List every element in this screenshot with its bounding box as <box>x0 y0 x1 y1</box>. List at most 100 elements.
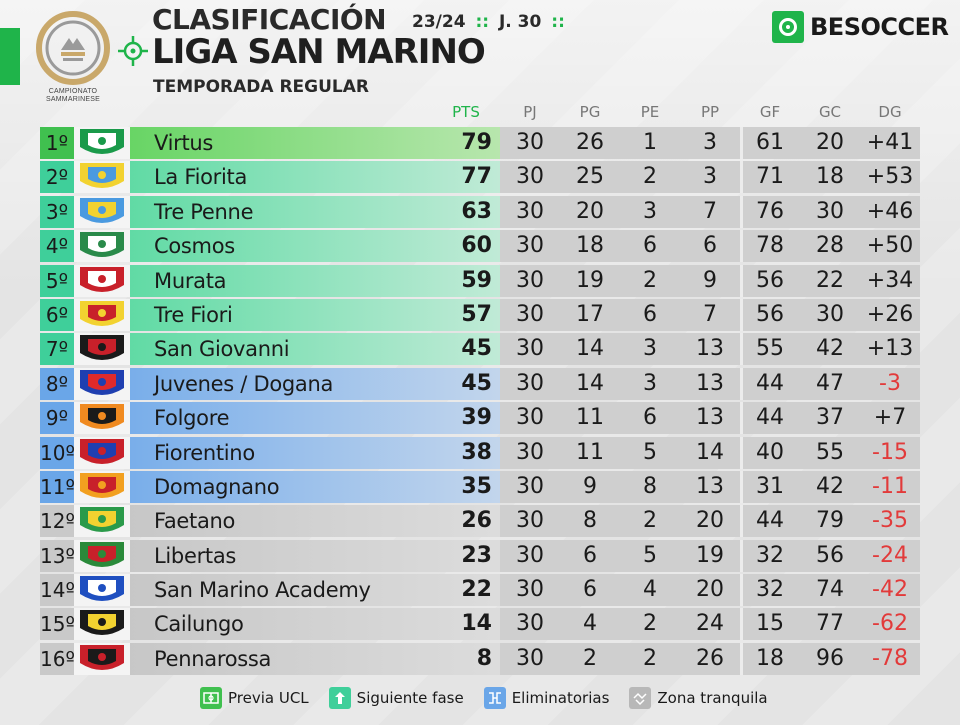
team-name[interactable]: San Giovanni <box>154 337 290 362</box>
team-name[interactable]: Tre Penne <box>154 199 254 224</box>
position-cell: 4º <box>40 230 74 263</box>
team-band <box>74 230 534 263</box>
stat-pp: 13 <box>696 336 724 362</box>
table-row[interactable]: 1º Virtus 79 30 26 1 3 61 20 +41 <box>40 127 920 159</box>
team-crest <box>74 505 130 538</box>
phase-title: TEMPORADA REGULAR <box>153 77 370 97</box>
stats-band <box>500 608 920 641</box>
team-crest <box>74 127 130 159</box>
column-header-gf: GF <box>759 103 781 121</box>
stat-pj: 30 <box>516 405 544 431</box>
table-row[interactable]: 4º Cosmos 60 30 18 6 6 78 28 +50 <box>40 230 920 263</box>
stats-divider <box>740 230 743 263</box>
team-name[interactable]: Virtus <box>154 131 214 155</box>
position-cell: 10º <box>40 436 75 469</box>
table-row[interactable]: 7º San Giovanni 45 30 14 3 13 55 42 +13 <box>40 333 920 366</box>
libertas-crest-icon <box>74 539 130 572</box>
points-cell: 45 <box>461 370 492 396</box>
stat-pj: 30 <box>516 233 544 259</box>
stat-gc: 74 <box>816 577 844 603</box>
stat-pp: 14 <box>696 439 724 465</box>
stat-dg: -24 <box>872 542 908 568</box>
points-cell: 35 <box>461 473 492 499</box>
column-header-gc: GC <box>818 103 842 121</box>
team-name[interactable]: Tre Fiori <box>154 302 233 327</box>
standings-table: 1º Virtus 79 30 26 1 3 61 20 +41 2º La Fiorita 77 30 2… <box>40 127 920 677</box>
table-row[interactable]: 6º Tre Fiori 57 30 17 6 7 56 30 +26 <box>40 298 920 331</box>
table-row[interactable]: 5º Murata 59 30 19 2 9 56 22 +34 <box>40 264 920 297</box>
stat-pp: 20 <box>696 577 724 603</box>
stat-gc: 18 <box>816 164 844 190</box>
team-name[interactable]: Folgore <box>154 406 230 431</box>
matchday-label: J. 30 <box>498 12 542 32</box>
team-name[interactable]: Fiorentino <box>154 440 255 465</box>
stats-divider <box>740 539 743 572</box>
team-name[interactable]: Pennarossa <box>154 646 272 671</box>
table-row[interactable]: 12º Faetano 26 30 8 2 20 44 79 -35 <box>40 505 920 538</box>
table-row[interactable]: 16º Pennarossa 8 30 2 2 26 18 96 -78 <box>40 642 920 675</box>
stat-pe: 3 <box>643 198 657 224</box>
team-name[interactable]: San Marino Academy <box>154 578 371 603</box>
stat-dg: +46 <box>866 198 914 224</box>
team-name[interactable]: Libertas <box>154 543 237 568</box>
la-fiorita-crest-icon <box>74 161 130 194</box>
stats-band <box>500 642 920 675</box>
arrows-icon <box>328 687 351 709</box>
team-name[interactable]: Domagnano <box>154 474 280 499</box>
stats-divider <box>740 367 743 400</box>
target-icon <box>118 36 148 66</box>
stats-band <box>500 367 920 400</box>
stat-pg: 11 <box>576 439 604 465</box>
stat-pe: 2 <box>643 508 657 534</box>
stat-pp: 24 <box>696 611 724 637</box>
team-crest <box>74 333 130 366</box>
stat-pp: 6 <box>703 233 717 259</box>
position-cell: 6º <box>40 298 74 331</box>
team-band <box>74 264 534 297</box>
position-cell: 1º <box>40 127 74 159</box>
table-row[interactable]: 10º Fiorentino 38 30 11 5 14 40 55 -15 <box>40 436 920 469</box>
team-name[interactable]: Cosmos <box>154 234 235 259</box>
table-row[interactable]: 11º Domagnano 35 30 9 8 13 31 42 -11 <box>40 470 920 503</box>
team-name[interactable]: La Fiorita <box>154 165 248 190</box>
stat-pg: 2 <box>583 645 597 671</box>
table-row[interactable]: 9º Folgore 39 30 11 6 13 44 37 +7 <box>40 402 920 435</box>
table-row[interactable]: 13º Libertas 23 30 6 5 19 32 56 -24 <box>40 539 920 572</box>
stat-gf: 61 <box>756 130 784 155</box>
stat-pp: 9 <box>703 267 717 293</box>
brand-logo[interactable]: BESOCCER <box>772 10 952 44</box>
stat-pp: 3 <box>703 164 717 190</box>
stat-dg: -11 <box>872 473 908 499</box>
stat-pj: 30 <box>516 473 544 499</box>
column-header-dg: DG <box>878 103 902 121</box>
position-cell: 11º <box>40 470 75 503</box>
stat-pj: 30 <box>516 439 544 465</box>
points-cell: 45 <box>461 336 492 362</box>
stat-pg: 17 <box>576 301 604 327</box>
stat-gf: 55 <box>756 336 784 362</box>
team-crest <box>74 402 130 435</box>
team-band <box>74 436 534 469</box>
team-name[interactable]: Faetano <box>154 509 236 534</box>
position-cell: 7º <box>40 333 74 366</box>
stat-gf: 44 <box>756 508 784 534</box>
team-name[interactable]: Murata <box>154 268 227 293</box>
table-row[interactable]: 15º Cailungo 14 30 4 2 24 15 77 -62 <box>40 608 920 641</box>
stat-gf: 32 <box>756 577 784 603</box>
team-crest <box>74 470 130 503</box>
table-row[interactable]: 3º Tre Penne 63 30 20 3 7 76 30 +46 <box>40 195 920 228</box>
stats-divider <box>740 608 743 641</box>
legend-item: Zona tranquila <box>629 687 768 709</box>
points-cell: 14 <box>461 611 492 637</box>
table-row[interactable]: 14º San Marino Academy 22 30 6 4 20 32 74 -42 <box>40 574 920 607</box>
column-header-pe: PE <box>640 103 660 121</box>
table-row[interactable]: 2º La Fiorita 77 30 25 2 3 71 18 +53 <box>40 161 920 194</box>
points-cell: 77 <box>461 164 492 190</box>
team-name[interactable]: Juvenes / Dogana <box>154 371 334 396</box>
stat-gf: 78 <box>756 233 784 259</box>
stats-divider <box>740 402 743 435</box>
table-row[interactable]: 8º Juvenes / Dogana 45 30 14 3 13 44 47 -3 <box>40 367 920 400</box>
stat-gf: 76 <box>756 198 784 224</box>
team-name[interactable]: Cailungo <box>154 612 244 637</box>
stat-pp: 13 <box>696 370 724 396</box>
